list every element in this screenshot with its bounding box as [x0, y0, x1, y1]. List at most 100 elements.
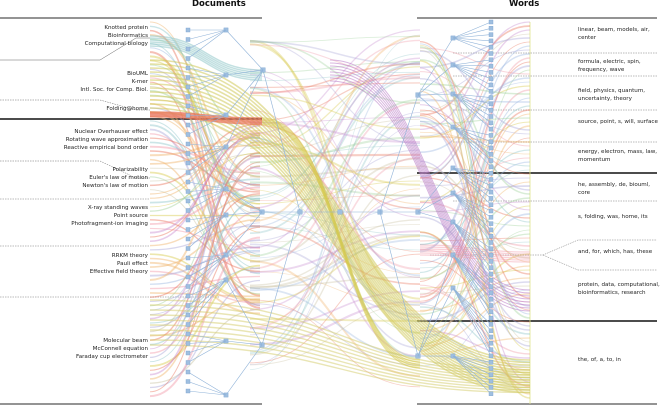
hierarchy-node[interactable] — [186, 85, 190, 89]
document-label[interactable]: Folding@home — [0, 105, 148, 113]
hierarchy-node[interactable] — [489, 329, 493, 333]
hierarchy-node[interactable] — [489, 165, 493, 169]
hierarchy-node[interactable] — [489, 215, 493, 219]
hierarchy-node[interactable] — [186, 123, 190, 127]
word-label[interactable]: and, for, which, has, these — [578, 248, 660, 256]
hierarchy-node[interactable] — [489, 159, 493, 163]
hierarchy-node[interactable] — [489, 45, 493, 49]
word-label[interactable]: energy, electron, mass, law, — [578, 148, 660, 156]
hierarchy-node[interactable] — [186, 313, 190, 317]
hierarchy-node[interactable] — [489, 278, 493, 282]
hierarchy-node[interactable] — [186, 161, 190, 165]
hierarchy-node[interactable] — [489, 341, 493, 345]
hierarchy-node[interactable] — [489, 310, 493, 314]
hierarchy-node[interactable] — [489, 64, 493, 68]
word-label[interactable]: formula, electric, spin, — [578, 58, 660, 66]
hierarchy-node[interactable] — [186, 304, 190, 308]
hierarchy-node[interactable] — [489, 102, 493, 106]
hierarchy-node[interactable] — [186, 380, 190, 384]
hierarchy-node[interactable] — [489, 348, 493, 352]
hierarchy-node[interactable] — [489, 133, 493, 137]
hierarchy-node[interactable] — [489, 360, 493, 364]
hierarchy-node[interactable] — [489, 70, 493, 74]
hierarchy-node[interactable] — [338, 210, 343, 215]
hierarchy-node[interactable] — [186, 209, 190, 213]
hierarchy-node[interactable] — [489, 304, 493, 308]
word-label[interactable]: momentum — [578, 156, 660, 164]
document-label[interactable]: Pauli effect — [0, 260, 148, 268]
document-label[interactable]: Bioinformatics — [0, 32, 148, 40]
hierarchy-node[interactable] — [489, 52, 493, 56]
word-label[interactable]: the, of, a, to, in — [578, 356, 660, 364]
hierarchy-node[interactable] — [186, 389, 190, 393]
document-label[interactable]: McConnell equation — [0, 345, 148, 353]
hierarchy-node[interactable] — [186, 294, 190, 298]
document-label[interactable]: BioUML — [0, 70, 148, 78]
hierarchy-node[interactable] — [186, 247, 190, 251]
hierarchy-node[interactable] — [489, 234, 493, 238]
word-label[interactable]: protein, data, computational, — [578, 281, 660, 289]
hierarchy-node[interactable] — [489, 253, 493, 257]
hierarchy-node[interactable] — [489, 115, 493, 119]
hierarchy-node[interactable] — [489, 392, 493, 396]
hierarchy-node[interactable] — [489, 373, 493, 377]
hierarchy-node[interactable] — [489, 108, 493, 112]
hierarchy-node[interactable] — [489, 241, 493, 245]
word-label[interactable]: field, physics, quantum, — [578, 87, 660, 95]
hierarchy-node[interactable] — [489, 322, 493, 326]
word-label[interactable]: bioinformatics, research — [578, 289, 660, 297]
hierarchy-node[interactable] — [489, 89, 493, 93]
hierarchy-node[interactable] — [186, 342, 190, 346]
document-label[interactable]: Molecular beam — [0, 337, 148, 345]
hierarchy-node[interactable] — [186, 104, 190, 108]
hierarchy-node[interactable] — [186, 228, 190, 232]
hierarchy-node[interactable] — [489, 77, 493, 81]
hierarchy-node[interactable] — [489, 146, 493, 150]
hierarchy-node[interactable] — [489, 316, 493, 320]
hierarchy-node[interactable] — [186, 190, 190, 194]
hierarchy-node[interactable] — [186, 275, 190, 279]
hierarchy-node[interactable] — [489, 385, 493, 389]
hierarchy-node[interactable] — [489, 152, 493, 156]
hierarchy-node[interactable] — [186, 76, 190, 80]
hierarchy-node[interactable] — [489, 58, 493, 62]
hierarchy-node[interactable] — [186, 199, 190, 203]
hierarchy-node[interactable] — [186, 323, 190, 327]
document-label[interactable]: Newton's law of motion — [0, 182, 148, 190]
hierarchy-node[interactable] — [298, 210, 303, 215]
hierarchy-node[interactable] — [186, 256, 190, 260]
hierarchy-node[interactable] — [489, 96, 493, 100]
hierarchy-node[interactable] — [489, 121, 493, 125]
hierarchy-node[interactable] — [489, 178, 493, 182]
hierarchy-node[interactable] — [489, 83, 493, 87]
document-label[interactable]: Euler's law of motion — [0, 174, 148, 182]
hierarchy-node[interactable] — [186, 57, 190, 61]
document-label[interactable]: Effective field theory — [0, 268, 148, 276]
document-label[interactable]: Faraday cup electrometer — [0, 353, 148, 361]
document-label[interactable]: Rotating wave approximation — [0, 136, 148, 144]
document-label[interactable]: Nuclear Overhauser effect — [0, 128, 148, 136]
hierarchy-node[interactable] — [489, 379, 493, 383]
hierarchy-node[interactable] — [489, 291, 493, 295]
hierarchy-node[interactable] — [186, 266, 190, 270]
document-label[interactable]: Photofragment-ion imaging — [0, 220, 148, 228]
hierarchy-node[interactable] — [186, 114, 190, 118]
word-label[interactable]: center — [578, 34, 660, 42]
hierarchy-node[interactable] — [186, 285, 190, 289]
word-label[interactable]: s, folding, was, home, its — [578, 213, 660, 221]
hierarchy-node[interactable] — [489, 26, 493, 30]
word-label[interactable]: core — [578, 189, 660, 197]
hierarchy-node[interactable] — [186, 361, 190, 365]
hierarchy-node[interactable] — [489, 228, 493, 232]
hierarchy-node[interactable] — [186, 95, 190, 99]
hierarchy-node[interactable] — [186, 66, 190, 70]
word-label[interactable]: frequency, wave — [578, 66, 660, 74]
hierarchy-node[interactable] — [489, 222, 493, 226]
hierarchy-node[interactable] — [489, 196, 493, 200]
document-label[interactable]: Reactive empirical bond order — [0, 144, 148, 152]
document-label[interactable]: RRKM theory — [0, 252, 148, 260]
document-label[interactable]: Knotted protein — [0, 24, 148, 32]
hierarchy-node[interactable] — [186, 152, 190, 156]
hierarchy-node[interactable] — [489, 266, 493, 270]
hierarchy-node[interactable] — [186, 133, 190, 137]
